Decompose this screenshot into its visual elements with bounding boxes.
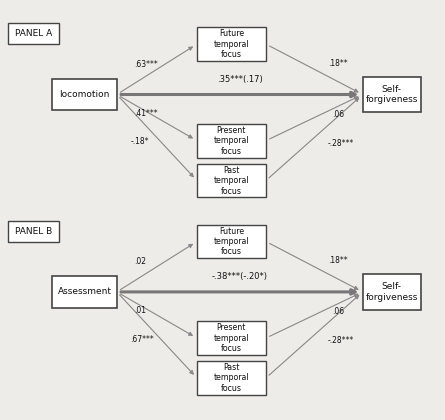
Text: Present
temporal
focus: Present temporal focus [214, 126, 249, 155]
Text: .63***: .63*** [134, 60, 158, 69]
Text: Past
temporal
focus: Past temporal focus [214, 166, 249, 195]
FancyBboxPatch shape [197, 27, 266, 61]
Text: Past
temporal
focus: Past temporal focus [214, 363, 249, 393]
Text: .01: .01 [134, 306, 146, 315]
Text: .18**: .18** [328, 58, 347, 68]
Text: Future
temporal
focus: Future temporal focus [214, 29, 249, 59]
Text: -.18*: -.18* [130, 137, 149, 146]
Text: -.28***: -.28*** [328, 139, 354, 147]
FancyBboxPatch shape [53, 276, 117, 307]
Text: .06: .06 [332, 110, 344, 119]
FancyBboxPatch shape [363, 76, 421, 112]
FancyBboxPatch shape [197, 225, 266, 258]
FancyBboxPatch shape [197, 124, 266, 158]
FancyBboxPatch shape [8, 220, 59, 241]
Text: -.28***: -.28*** [328, 336, 354, 345]
FancyBboxPatch shape [197, 321, 266, 355]
Text: Self-
forgiveness: Self- forgiveness [365, 282, 418, 302]
Text: .67***: .67*** [130, 335, 154, 344]
FancyBboxPatch shape [363, 274, 421, 310]
Text: .41***: .41*** [134, 109, 158, 118]
FancyBboxPatch shape [197, 164, 266, 197]
Text: .18**: .18** [328, 256, 347, 265]
Text: Assessment: Assessment [57, 287, 112, 297]
Text: .35***(.17): .35***(.17) [217, 75, 263, 84]
Text: PANEL B: PANEL B [15, 226, 52, 236]
Text: .02: .02 [134, 257, 146, 266]
Text: Future
temporal
focus: Future temporal focus [214, 227, 249, 256]
Text: Self-
forgiveness: Self- forgiveness [365, 85, 418, 104]
FancyBboxPatch shape [8, 23, 59, 44]
Text: -.38***(-.20*): -.38***(-.20*) [212, 273, 268, 281]
Text: locomotion: locomotion [59, 90, 110, 99]
FancyBboxPatch shape [53, 79, 117, 110]
FancyBboxPatch shape [197, 361, 266, 395]
Text: .06: .06 [332, 307, 344, 316]
Text: Present
temporal
focus: Present temporal focus [214, 323, 249, 353]
Text: PANEL A: PANEL A [15, 29, 52, 38]
